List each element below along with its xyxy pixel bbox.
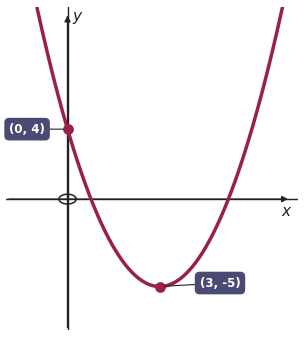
Text: x: x — [281, 204, 290, 219]
Text: (0, 4): (0, 4) — [9, 123, 63, 136]
Point — [157, 284, 162, 289]
Text: y: y — [72, 9, 81, 24]
Text: (3, -5): (3, -5) — [164, 277, 240, 289]
Point — [65, 126, 70, 132]
